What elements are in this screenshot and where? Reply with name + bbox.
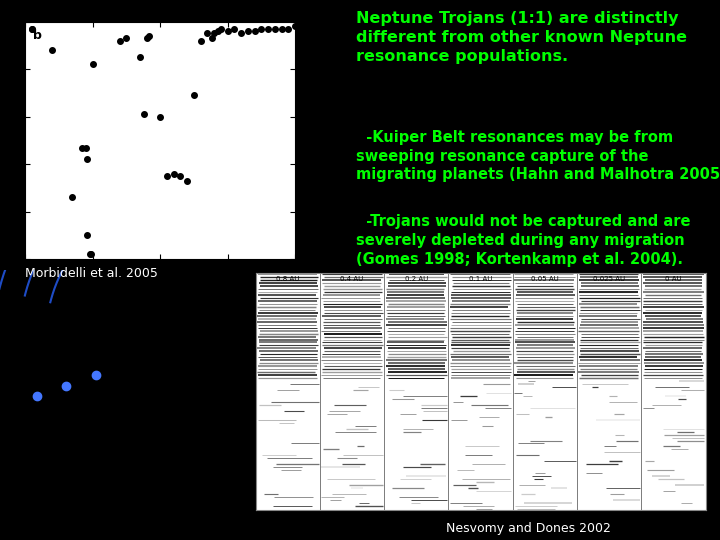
Point — [81, 231, 93, 240]
Point — [263, 24, 274, 33]
Text: 0.2 AU: 0.2 AU — [405, 276, 428, 282]
Point — [67, 193, 78, 202]
Point — [141, 34, 153, 43]
Point — [26, 24, 37, 33]
Point — [155, 112, 166, 121]
Point — [195, 36, 207, 45]
Point — [249, 27, 261, 36]
Point — [168, 170, 179, 178]
X-axis label: Semimajor axis  a  (AU): Semimajor axis a (AU) — [428, 524, 534, 532]
Point — [175, 172, 186, 180]
Point — [276, 24, 287, 33]
Point — [212, 27, 224, 36]
Point — [47, 46, 58, 55]
Text: -Trojans would not be captured and are
severely depleted during any migration
(G: -Trojans would not be captured and are s… — [356, 214, 691, 267]
Point — [242, 27, 253, 36]
Point — [84, 250, 96, 259]
Point — [134, 53, 145, 62]
Point — [222, 27, 233, 36]
Point — [235, 29, 247, 38]
Point — [138, 110, 150, 119]
Point — [188, 91, 199, 99]
X-axis label: Migration time (yr): Migration time (yr) — [114, 282, 206, 292]
Text: Neptune Trojans (1:1) are distinctly
different from other known Neptune
resonanc: Neptune Trojans (1:1) are distinctly dif… — [356, 11, 688, 64]
Point — [283, 24, 294, 33]
Text: 0.025 AU: 0.025 AU — [593, 276, 625, 282]
Point — [161, 172, 173, 180]
Point — [269, 24, 281, 33]
Point — [81, 155, 93, 164]
Point — [76, 143, 88, 152]
Text: 0.4 AU: 0.4 AU — [341, 276, 364, 282]
Point — [26, 24, 37, 33]
Point — [229, 24, 240, 33]
Point — [209, 29, 220, 38]
Text: Morbidelli et al. 2005: Morbidelli et al. 2005 — [25, 267, 158, 280]
Point — [121, 34, 132, 43]
Point — [256, 24, 267, 33]
Text: Nesvomy and Dones 2002: Nesvomy and Dones 2002 — [446, 522, 611, 535]
Point — [87, 60, 99, 69]
Text: b: b — [33, 29, 42, 42]
Point — [202, 29, 213, 38]
Y-axis label: Eccentricity  e: Eccentricity e — [713, 364, 720, 418]
Text: 0.1 AU: 0.1 AU — [469, 276, 492, 282]
Point — [206, 34, 217, 43]
Point — [114, 36, 125, 45]
Point — [86, 250, 97, 259]
Text: 0 AU: 0 AU — [665, 276, 682, 282]
Point — [80, 143, 91, 152]
Text: 0.8 AU: 0.8 AU — [276, 276, 300, 282]
Text: 0.05 AU: 0.05 AU — [531, 276, 559, 282]
Point — [181, 177, 193, 185]
Point — [144, 31, 156, 40]
Point — [289, 22, 301, 31]
Point — [215, 24, 227, 33]
Text: -Kuiper Belt resonances may be from
sweeping resonance capture of the
migrating : -Kuiper Belt resonances may be from swee… — [356, 130, 720, 182]
